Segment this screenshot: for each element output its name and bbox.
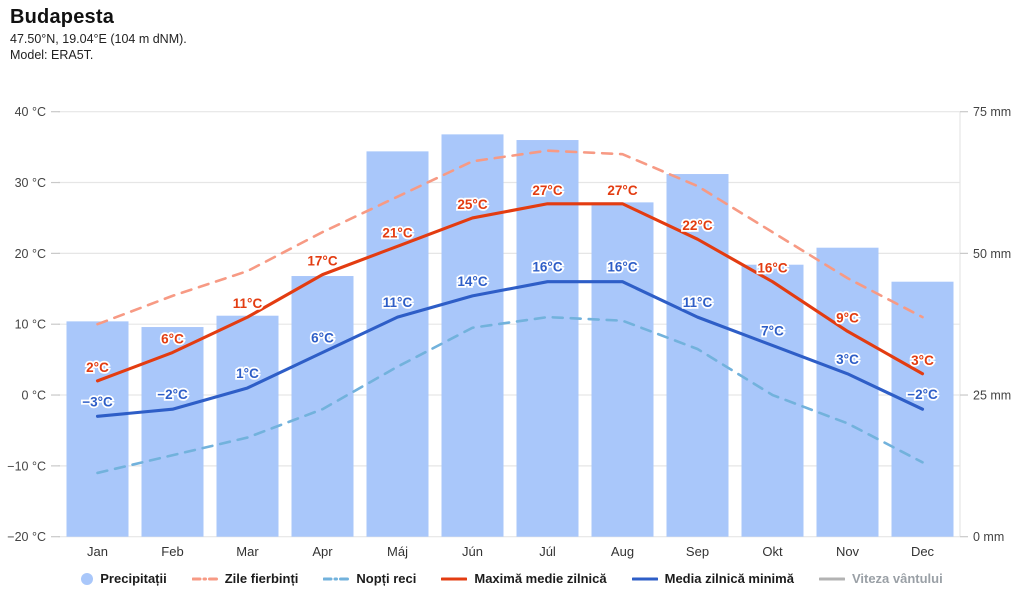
y-axis-label-left: −20 °C [7, 530, 46, 544]
legend-marker-precipitation [81, 572, 94, 585]
temp-label-daily-min: 11°C [383, 295, 413, 310]
y-axis-label-left: −10 °C [7, 459, 46, 473]
y-axis-label-right: 50 mm [973, 247, 1011, 261]
temp-label-daily-min: 11°C [683, 295, 713, 310]
temp-label-daily-max: 22°C [682, 218, 712, 233]
legend-item-daily-max[interactable]: Maximă medie zilnică [441, 571, 607, 586]
x-axis-label: Júl [539, 544, 556, 559]
x-axis-label: Nov [836, 544, 860, 559]
x-axis-label: Máj [387, 544, 408, 559]
precipitation-bar [66, 321, 129, 537]
temp-label-daily-max: 21°C [382, 225, 412, 240]
chart-header: Budapesta 47.50°N, 19.04°E (104 m dNM). … [10, 6, 187, 62]
precipitation-bar [666, 174, 729, 537]
x-axis-label: Sep [686, 544, 709, 559]
legend-marker-hot-days [191, 577, 218, 580]
legend-label-hot-days: Zile fierbinți [224, 571, 299, 586]
precipitation-bar [291, 276, 354, 537]
precipitation-bar [441, 134, 504, 537]
precipitation-bar [216, 315, 279, 537]
temp-label-daily-max: 11°C [233, 296, 263, 311]
legend-marker-daily-max [441, 577, 468, 580]
hot-days-line [96, 149, 924, 326]
x-axis-label: Jún [462, 544, 483, 559]
temp-label-daily-min: 3°C [836, 352, 859, 367]
page-title: Budapesta [10, 6, 115, 28]
temp-label-daily-max: 9°C [836, 310, 859, 325]
y-axis-label-left: 10 °C [15, 318, 46, 332]
temp-label-daily-min: 7°C [761, 323, 784, 338]
temp-label-daily-max: 3°C [911, 353, 934, 368]
temp-label-daily-min: 16°C [607, 260, 637, 275]
y-axis-label-left: 30 °C [15, 176, 46, 190]
precipitation-bar [366, 151, 429, 537]
coordinates-subtitle: 47.50°N, 19.04°E (104 m dNM). [10, 32, 187, 46]
legend-label-daily-max: Maximă medie zilnică [474, 571, 607, 586]
x-axis-label: Aug [611, 544, 634, 559]
temp-label-daily-max: 6°C [161, 332, 184, 347]
daily-max-line [95, 202, 925, 383]
legend-item-cold-nights[interactable]: Nopți reci [323, 571, 416, 586]
legend-item-precipitation[interactable]: Precipitații [81, 571, 167, 586]
legend-item-wind-speed[interactable]: Viteza vântului [818, 571, 943, 586]
x-axis-label: Jan [87, 544, 108, 559]
x-axis-label: Dec [911, 544, 935, 559]
temp-label-daily-min: 1°C [236, 366, 259, 381]
temp-label-daily-min: 16°C [532, 260, 562, 275]
legend-label-cold-nights: Nopți reci [356, 571, 417, 586]
temp-label-daily-min: −2°C [157, 387, 188, 402]
x-axis-label: Apr [312, 544, 333, 559]
y-axis-label-left: 20 °C [15, 247, 46, 261]
legend-label-wind-speed: Viteza vântului [851, 571, 943, 586]
temp-label-daily-min: 6°C [311, 331, 334, 346]
x-axis-label: Mar [236, 544, 259, 559]
temp-label-daily-min: −3°C [82, 394, 113, 409]
x-axis-label: Okt [762, 544, 783, 559]
chart-legend: Precipitații Zile fierbinți Nopți reci Maxi… [0, 571, 1024, 586]
temp-label-daily-max: 25°C [457, 197, 487, 212]
legend-marker-wind-speed [818, 577, 845, 580]
precipitation-bar [591, 202, 654, 537]
legend-label-precipitation: Precipitații [100, 571, 167, 586]
precipitation-bar [741, 264, 804, 537]
legend-marker-cold-nights [323, 577, 350, 580]
temp-label-daily-max: 27°C [532, 183, 562, 198]
legend-item-hot-days[interactable]: Zile fierbinți [191, 571, 299, 586]
cold-nights-line [96, 315, 924, 475]
legend-label-daily-min: Media zilnică minimă [664, 571, 794, 586]
precipitation-bar [816, 247, 879, 537]
x-axis-label: Feb [161, 544, 183, 559]
temp-label-daily-min: −2°C [907, 387, 938, 402]
y-axis-label-right: 25 mm [973, 389, 1011, 403]
temp-label-daily-max: 17°C [307, 254, 337, 269]
y-axis-label-left: 0 °C [22, 389, 46, 403]
model-label: Model: ERA5T. [10, 48, 94, 62]
legend-item-daily-min[interactable]: Media zilnică minimă [631, 571, 794, 586]
precipitation-bar [141, 327, 204, 537]
temp-label-daily-max: 27°C [607, 183, 637, 198]
precipitation-bar [516, 140, 579, 537]
temp-label-daily-max: 16°C [757, 261, 787, 276]
temp-label-daily-min: 14°C [457, 274, 487, 289]
y-axis-label-right: 75 mm [973, 105, 1011, 119]
y-axis-label-right: 0 mm [973, 530, 1004, 544]
y-axis-label-left: 40 °C [15, 105, 46, 119]
legend-marker-daily-min [631, 577, 658, 580]
daily-min-line [95, 280, 925, 418]
temp-label-daily-max: 2°C [86, 360, 109, 375]
